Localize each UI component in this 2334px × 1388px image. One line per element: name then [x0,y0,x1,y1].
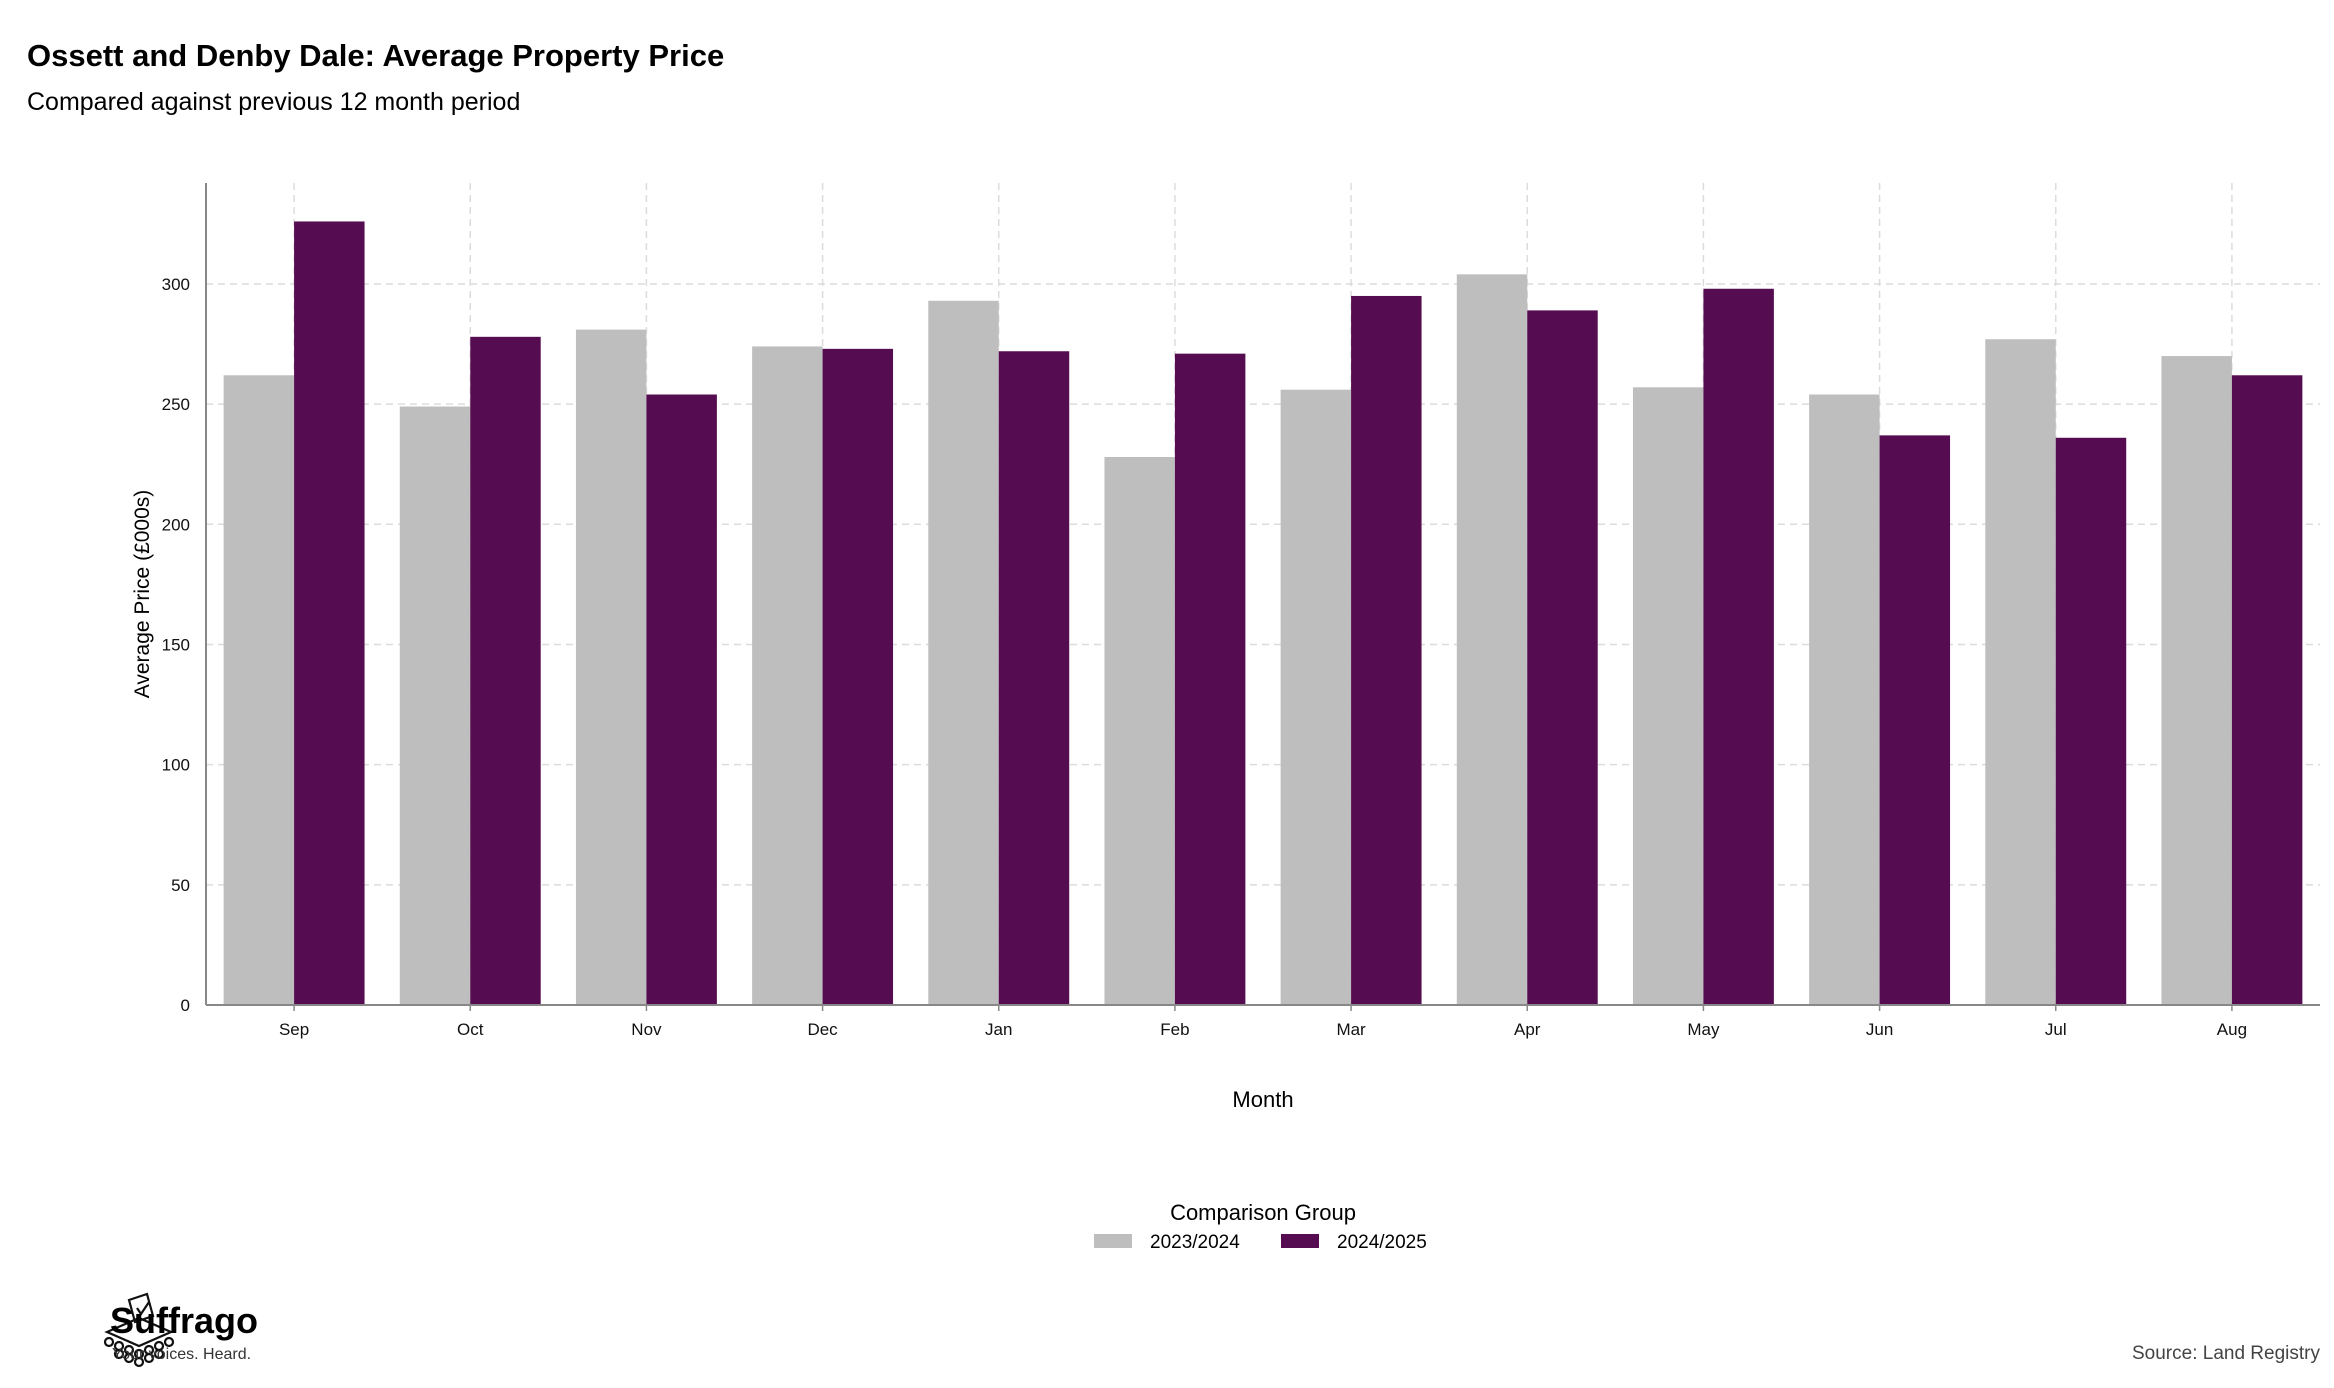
bar-2024-2025-jul [2055,437,2127,1005]
x-tick-label: Jan [985,1020,1012,1039]
x-tick-label: May [1687,1020,1720,1039]
bar-2023-2024-apr [1456,274,1528,1005]
bar-2024-2025-sep [294,221,365,1005]
chart-title: Ossett and Denby Dale: Average Property … [27,38,725,73]
chart-subtitle: Compared against previous 12 month perio… [27,88,521,116]
bar-2023-2024-jan [928,300,999,1005]
x-tick-label: Dec [807,1020,838,1039]
y-axis-title: Average Price (£000s) [131,490,154,699]
legend-swatch [1281,1234,1319,1248]
x-tick-label: Mar [1336,1020,1366,1039]
source-note: Source: Land Registry [2132,1343,2320,1364]
bar-2024-2025-jan [998,351,1070,1005]
bar-2024-2025-may [1703,288,1774,1005]
legend-title: Comparison Group [1170,1200,1356,1225]
suffrago-logo-icon [103,1292,175,1368]
x-tick-label: Jul [2045,1020,2067,1039]
bar-2023-2024-sep [223,375,295,1005]
x-tick-label: Feb [1160,1020,1189,1039]
legend-swatch [1094,1234,1132,1248]
bar-2024-2025-aug [2231,375,2303,1005]
brand-tagline: Your voices. Heard. [112,1346,252,1363]
bar-2023-2024-nov [575,329,647,1006]
bar-2023-2024-mar [1280,389,1352,1005]
y-tick-label: 200 [162,515,190,534]
bar-2023-2024-may [1632,387,1704,1006]
y-tick-label: 250 [162,395,190,414]
x-tick-label: Nov [631,1020,662,1039]
bar-2024-2025-nov [646,394,717,1005]
bar-2023-2024-aug [2161,356,2232,1006]
bar-2023-2024-jul [1985,339,2056,1006]
bar-2023-2024-jun [1809,394,1880,1005]
y-tick-label: 0 [181,996,190,1015]
x-tick-label: Aug [2217,1020,2247,1039]
y-tick-label: 50 [171,876,190,895]
bar-2023-2024-dec [752,346,823,1005]
bar-2024-2025-apr [1527,310,1598,1005]
bar-2024-2025-jun [1879,435,1951,1005]
y-tick-label: 150 [162,635,190,654]
bar-2024-2025-dec [822,348,894,1005]
bar-2024-2025-feb [1174,353,1246,1005]
x-tick-label: Jun [1866,1020,1893,1039]
legend-label: 2023/2024 [1150,1232,1240,1253]
x-axis-title: Month [1232,1087,1293,1112]
x-tick-label: Apr [1514,1020,1541,1039]
legend-label: 2024/2025 [1337,1232,1427,1253]
y-tick-label: 100 [162,756,190,775]
bar-2023-2024-feb [1104,457,1175,1005]
x-tick-label: Sep [279,1020,309,1039]
bar-2024-2025-oct [470,336,541,1005]
bar-2024-2025-mar [1351,295,1422,1005]
bar-2023-2024-oct [399,406,471,1005]
brand-name: Suffrago [110,1300,258,1341]
y-tick-label: 300 [162,275,190,294]
x-tick-label: Oct [457,1020,484,1039]
